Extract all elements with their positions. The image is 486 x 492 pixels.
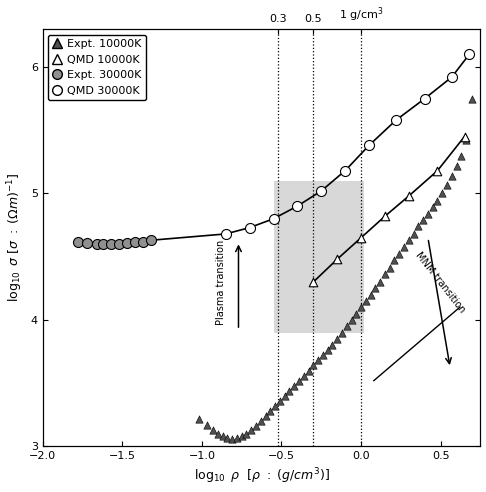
Expt. 10000K	[457, 152, 465, 159]
Expt. 10000K	[305, 367, 312, 374]
Expt. 10000K	[276, 397, 284, 405]
QMD 30000K	[222, 230, 230, 238]
Expt. 10000K	[386, 264, 394, 272]
Expt. 30000K	[147, 236, 155, 244]
Expt. 10000K	[367, 291, 375, 299]
Expt. 10000K	[415, 222, 422, 230]
Expt. 10000K	[371, 284, 379, 292]
Expt. 10000K	[224, 433, 231, 441]
Expt. 10000K	[214, 430, 222, 438]
QMD 30000K	[392, 116, 400, 124]
Expt. 10000K	[381, 271, 389, 278]
Expt. 10000K	[252, 422, 260, 430]
QMD 30000K	[246, 224, 254, 232]
Expt. 30000K	[99, 240, 107, 248]
Expt. 10000K	[329, 341, 336, 349]
Expt. 10000K	[452, 162, 460, 170]
Expt. 10000K	[419, 216, 427, 224]
QMD 30000K	[341, 167, 349, 175]
Expt. 10000K	[352, 309, 360, 317]
Expt. 10000K	[219, 432, 226, 440]
Expt. 10000K	[347, 316, 355, 324]
Expt. 10000K	[228, 435, 236, 443]
QMD 30000K	[365, 141, 373, 149]
QMD 10000K	[461, 133, 469, 141]
Expt. 30000K	[84, 239, 91, 246]
Expt. 30000K	[93, 240, 101, 248]
Expt. 10000K	[266, 407, 274, 415]
Expt. 10000K	[434, 197, 441, 205]
Expt. 30000K	[131, 238, 139, 246]
Expt. 10000K	[424, 210, 432, 217]
QMD 30000K	[466, 50, 473, 58]
Expt. 10000K	[429, 203, 436, 211]
Expt. 10000K	[357, 304, 365, 311]
Expt. 10000K	[257, 417, 265, 425]
Expt. 10000K	[338, 329, 346, 337]
Expt. 10000K	[290, 382, 298, 390]
Expt. 30000K	[74, 238, 82, 246]
Legend: Expt. 10000K, QMD 10000K, Expt. 30000K, QMD 30000K: Expt. 10000K, QMD 10000K, Expt. 30000K, …	[48, 34, 146, 100]
Expt. 10000K	[271, 402, 279, 410]
Expt. 10000K	[410, 230, 417, 238]
QMD 30000K	[421, 94, 429, 102]
Expt. 10000K	[448, 172, 456, 180]
Text: MNM transition: MNM transition	[414, 249, 468, 314]
Expt. 10000K	[324, 346, 331, 354]
Expt. 10000K	[362, 297, 370, 305]
Text: Plasma transition: Plasma transition	[216, 240, 226, 325]
QMD 30000K	[294, 202, 301, 210]
Expt. 10000K	[400, 243, 408, 250]
QMD 30000K	[317, 187, 325, 195]
Expt. 10000K	[462, 136, 470, 144]
QMD 10000K	[434, 167, 441, 175]
Expt. 10000K	[405, 236, 413, 244]
Bar	[274, 181, 364, 333]
Expt. 10000K	[438, 189, 446, 197]
Expt. 10000K	[376, 278, 384, 286]
Expt. 10000K	[343, 322, 350, 330]
Expt. 10000K	[286, 387, 294, 395]
Expt. 10000K	[295, 377, 303, 385]
Expt. 30000K	[107, 240, 115, 248]
Expt. 30000K	[115, 240, 123, 248]
Expt. 30000K	[123, 239, 131, 246]
Expt. 10000K	[281, 392, 289, 400]
Expt. 10000K	[443, 181, 451, 188]
Expt. 10000K	[469, 94, 476, 102]
Expt. 10000K	[261, 412, 269, 420]
Expt. 10000K	[391, 256, 399, 264]
Y-axis label: $\log_{10}\ \sigma\ [\sigma\ :\ (\Omega m)^{-1}]$: $\log_{10}\ \sigma\ [\sigma\ :\ (\Omega …	[5, 173, 25, 303]
Expt. 10000K	[314, 357, 322, 365]
Expt. 10000K	[333, 335, 341, 343]
QMD 10000K	[405, 192, 413, 200]
QMD 10000K	[381, 212, 389, 220]
QMD 10000K	[333, 255, 341, 263]
Expt. 10000K	[310, 362, 317, 369]
Expt. 10000K	[243, 430, 250, 438]
X-axis label: $\log_{10}\ \rho\ \ [\rho\ :\ (g/cm^3)]$: $\log_{10}\ \rho\ \ [\rho\ :\ (g/cm^3)]$	[193, 467, 330, 487]
QMD 10000K	[310, 278, 317, 286]
QMD 30000K	[270, 215, 278, 223]
Expt. 30000K	[139, 238, 147, 246]
QMD 10000K	[357, 234, 365, 242]
QMD 30000K	[448, 73, 456, 81]
Expt. 10000K	[195, 415, 203, 423]
Expt. 10000K	[203, 421, 210, 429]
Expt. 10000K	[233, 433, 241, 441]
Expt. 10000K	[319, 351, 327, 359]
Expt. 10000K	[209, 426, 217, 434]
Expt. 10000K	[238, 432, 245, 440]
Expt. 10000K	[300, 371, 308, 379]
Expt. 10000K	[247, 426, 255, 434]
Expt. 10000K	[396, 250, 403, 258]
